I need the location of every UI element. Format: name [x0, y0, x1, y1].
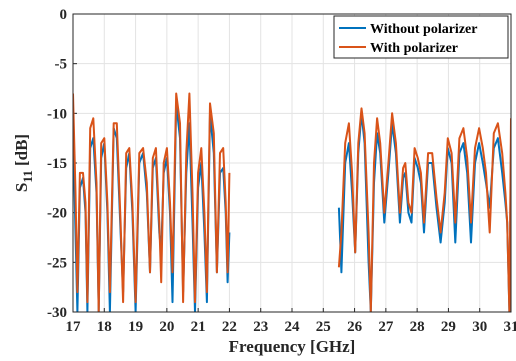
x-tick-label-21: 21	[191, 319, 206, 335]
x-tick-label-25: 25	[316, 319, 331, 335]
x-tick-label-30: 30	[472, 319, 487, 335]
series-layer	[73, 92, 511, 312]
x-tick-label-20: 20	[159, 319, 174, 335]
plot-frame	[72, 13, 512, 313]
x-tick-label-22: 22	[222, 319, 237, 335]
legend-entry-with-polarizer: With polarizer	[370, 41, 458, 56]
y-tick-label--30: -30	[47, 305, 67, 321]
y-tick-label--25: -25	[47, 255, 67, 271]
y-tick-label--10: -10	[47, 106, 67, 122]
x-tick-label-19: 19	[128, 319, 143, 335]
y-tick-label--15: -15	[47, 156, 67, 172]
legend-entry-without-polarizer: Without polarizer	[370, 22, 477, 37]
x-tick-label-31: 31	[504, 319, 516, 335]
series-line-with-polarizer-band-1	[73, 92, 231, 312]
x-axis-label: Frequency [GHz]	[229, 337, 356, 356]
y-tick-labels: 0 -5 -10 -15 -20 -25 -30	[47, 7, 67, 321]
x-tick-label-24: 24	[285, 319, 301, 335]
x-tick-label-26: 26	[347, 319, 363, 335]
y-axis-label: S11 [dB]	[12, 134, 35, 192]
x-tick-label-18: 18	[97, 319, 112, 335]
legend: Without polarizer With polarizer	[333, 15, 509, 59]
x-tick-labels: 17 18 19 20 21 22 23 24 25 26 27 28 29 30 31	[66, 319, 516, 335]
legend-box	[333, 15, 509, 59]
y-tick-label--5: -5	[55, 57, 68, 73]
x-tick-label-17: 17	[66, 319, 82, 335]
y-tick-label-0: 0	[60, 7, 68, 23]
y-tick-label--20: -20	[47, 206, 67, 222]
x-tick-label-29: 29	[441, 319, 456, 335]
x-tick-label-23: 23	[253, 319, 268, 335]
x-tick-label-27: 27	[378, 319, 394, 335]
series-line-with-polarizer-band-2	[337, 107, 511, 312]
x-tick-label-28: 28	[410, 319, 425, 335]
